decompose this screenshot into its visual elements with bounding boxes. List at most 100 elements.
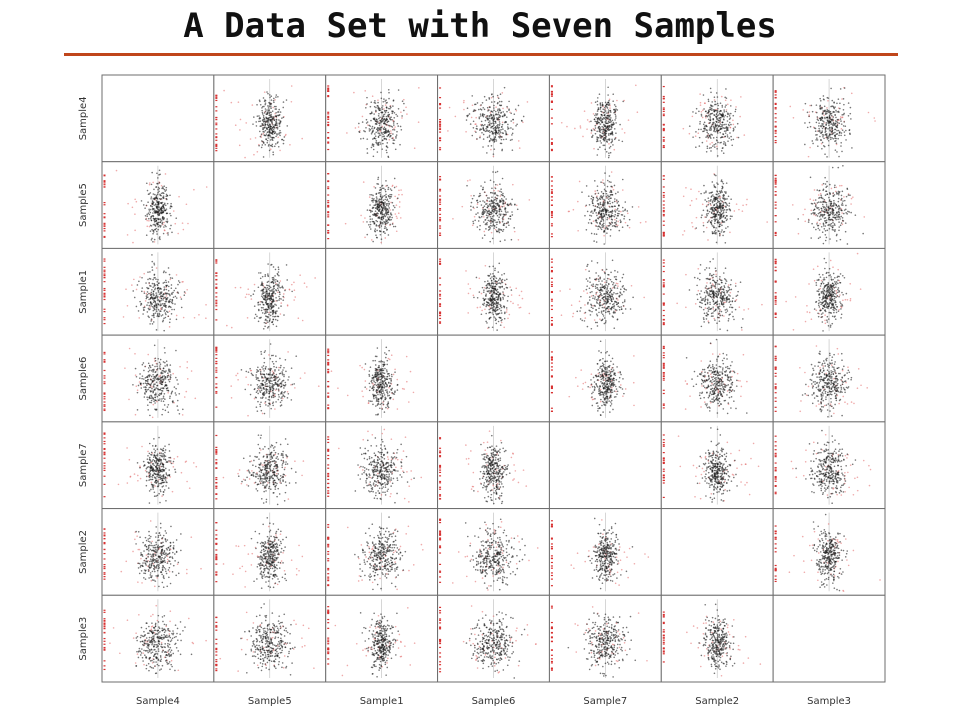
data-point	[621, 214, 624, 216]
data-point	[383, 205, 386, 208]
data-point	[496, 126, 499, 128]
data-point	[705, 150, 708, 153]
data-point	[713, 121, 715, 124]
data-point	[715, 174, 717, 177]
data-point	[608, 211, 610, 214]
data-point	[606, 115, 609, 117]
data-point	[721, 125, 723, 128]
data-point	[371, 197, 374, 200]
data-point	[375, 110, 377, 113]
data-point	[602, 144, 605, 147]
data-point	[273, 278, 275, 280]
data-point	[830, 114, 833, 117]
data-point	[157, 191, 159, 194]
data-point	[722, 204, 724, 207]
data-point	[384, 223, 387, 226]
data-point	[155, 306, 158, 309]
data-point	[378, 230, 381, 232]
outlier-point	[489, 111, 492, 114]
outlier-point	[726, 103, 729, 106]
data-point	[276, 133, 278, 135]
data-point	[498, 124, 501, 127]
data-point	[154, 288, 156, 291]
data-point	[713, 143, 716, 146]
data-point	[171, 231, 173, 234]
data-point	[165, 298, 168, 301]
data-point	[366, 152, 369, 154]
data-point	[710, 221, 712, 224]
data-point	[180, 306, 183, 309]
data-point	[595, 212, 597, 214]
data-point	[713, 203, 716, 206]
data-point	[846, 243, 849, 245]
data-point	[482, 186, 484, 189]
data-point	[370, 146, 373, 149]
data-point	[848, 211, 851, 213]
data-point	[822, 210, 824, 213]
data-point	[734, 108, 737, 111]
margin-tick	[327, 85, 330, 87]
data-point	[723, 141, 725, 143]
data-point	[486, 129, 488, 131]
data-point	[282, 295, 285, 298]
data-point	[161, 303, 164, 305]
data-point	[619, 221, 622, 224]
outlier-point	[512, 183, 514, 186]
data-point	[382, 142, 384, 145]
outlier-point	[165, 295, 168, 297]
data-point	[268, 114, 271, 117]
data-point	[726, 208, 729, 211]
data-point	[824, 234, 827, 236]
outlier-point	[122, 316, 125, 318]
data-point	[270, 95, 273, 97]
cell-frame	[101, 74, 215, 163]
outlier-point	[135, 288, 138, 291]
data-point	[818, 189, 821, 192]
data-point	[170, 224, 172, 227]
outlier-point	[636, 111, 639, 114]
data-point	[391, 137, 393, 140]
outlier-point	[807, 155, 810, 158]
data-point	[264, 129, 267, 132]
data-point	[264, 121, 267, 124]
data-point	[722, 234, 724, 237]
data-point	[726, 215, 728, 217]
data-point	[480, 215, 483, 218]
data-point	[603, 229, 606, 232]
margin-tick	[215, 319, 218, 321]
data-point	[847, 102, 850, 104]
data-point	[382, 202, 385, 204]
data-point	[822, 125, 825, 128]
outlier-point	[127, 202, 129, 205]
data-point	[821, 117, 824, 120]
data-point	[487, 219, 490, 222]
margin-tick	[103, 271, 106, 273]
data-point	[488, 197, 490, 199]
outlier-point	[274, 112, 276, 115]
data-point	[499, 135, 501, 138]
data-point	[596, 100, 599, 103]
data-point	[825, 126, 827, 129]
data-point	[151, 303, 154, 305]
data-point	[827, 97, 830, 99]
data-point	[722, 195, 725, 198]
data-point	[707, 197, 710, 199]
margin-tick	[215, 96, 218, 98]
data-point	[163, 226, 165, 228]
data-point	[695, 107, 698, 110]
data-point	[821, 147, 823, 150]
data-point	[159, 301, 161, 303]
data-point	[141, 276, 143, 279]
data-point	[505, 222, 508, 225]
data-point	[607, 117, 610, 120]
margin-tick	[327, 88, 330, 90]
data-point	[482, 133, 485, 136]
data-point	[384, 190, 387, 193]
data-point	[171, 302, 174, 305]
data-point	[609, 109, 612, 112]
data-point	[271, 122, 273, 125]
margin-tick	[327, 123, 330, 126]
data-point	[841, 129, 844, 131]
data-point	[150, 239, 153, 241]
cell-Sample4-vs-Sample3	[772, 74, 886, 163]
